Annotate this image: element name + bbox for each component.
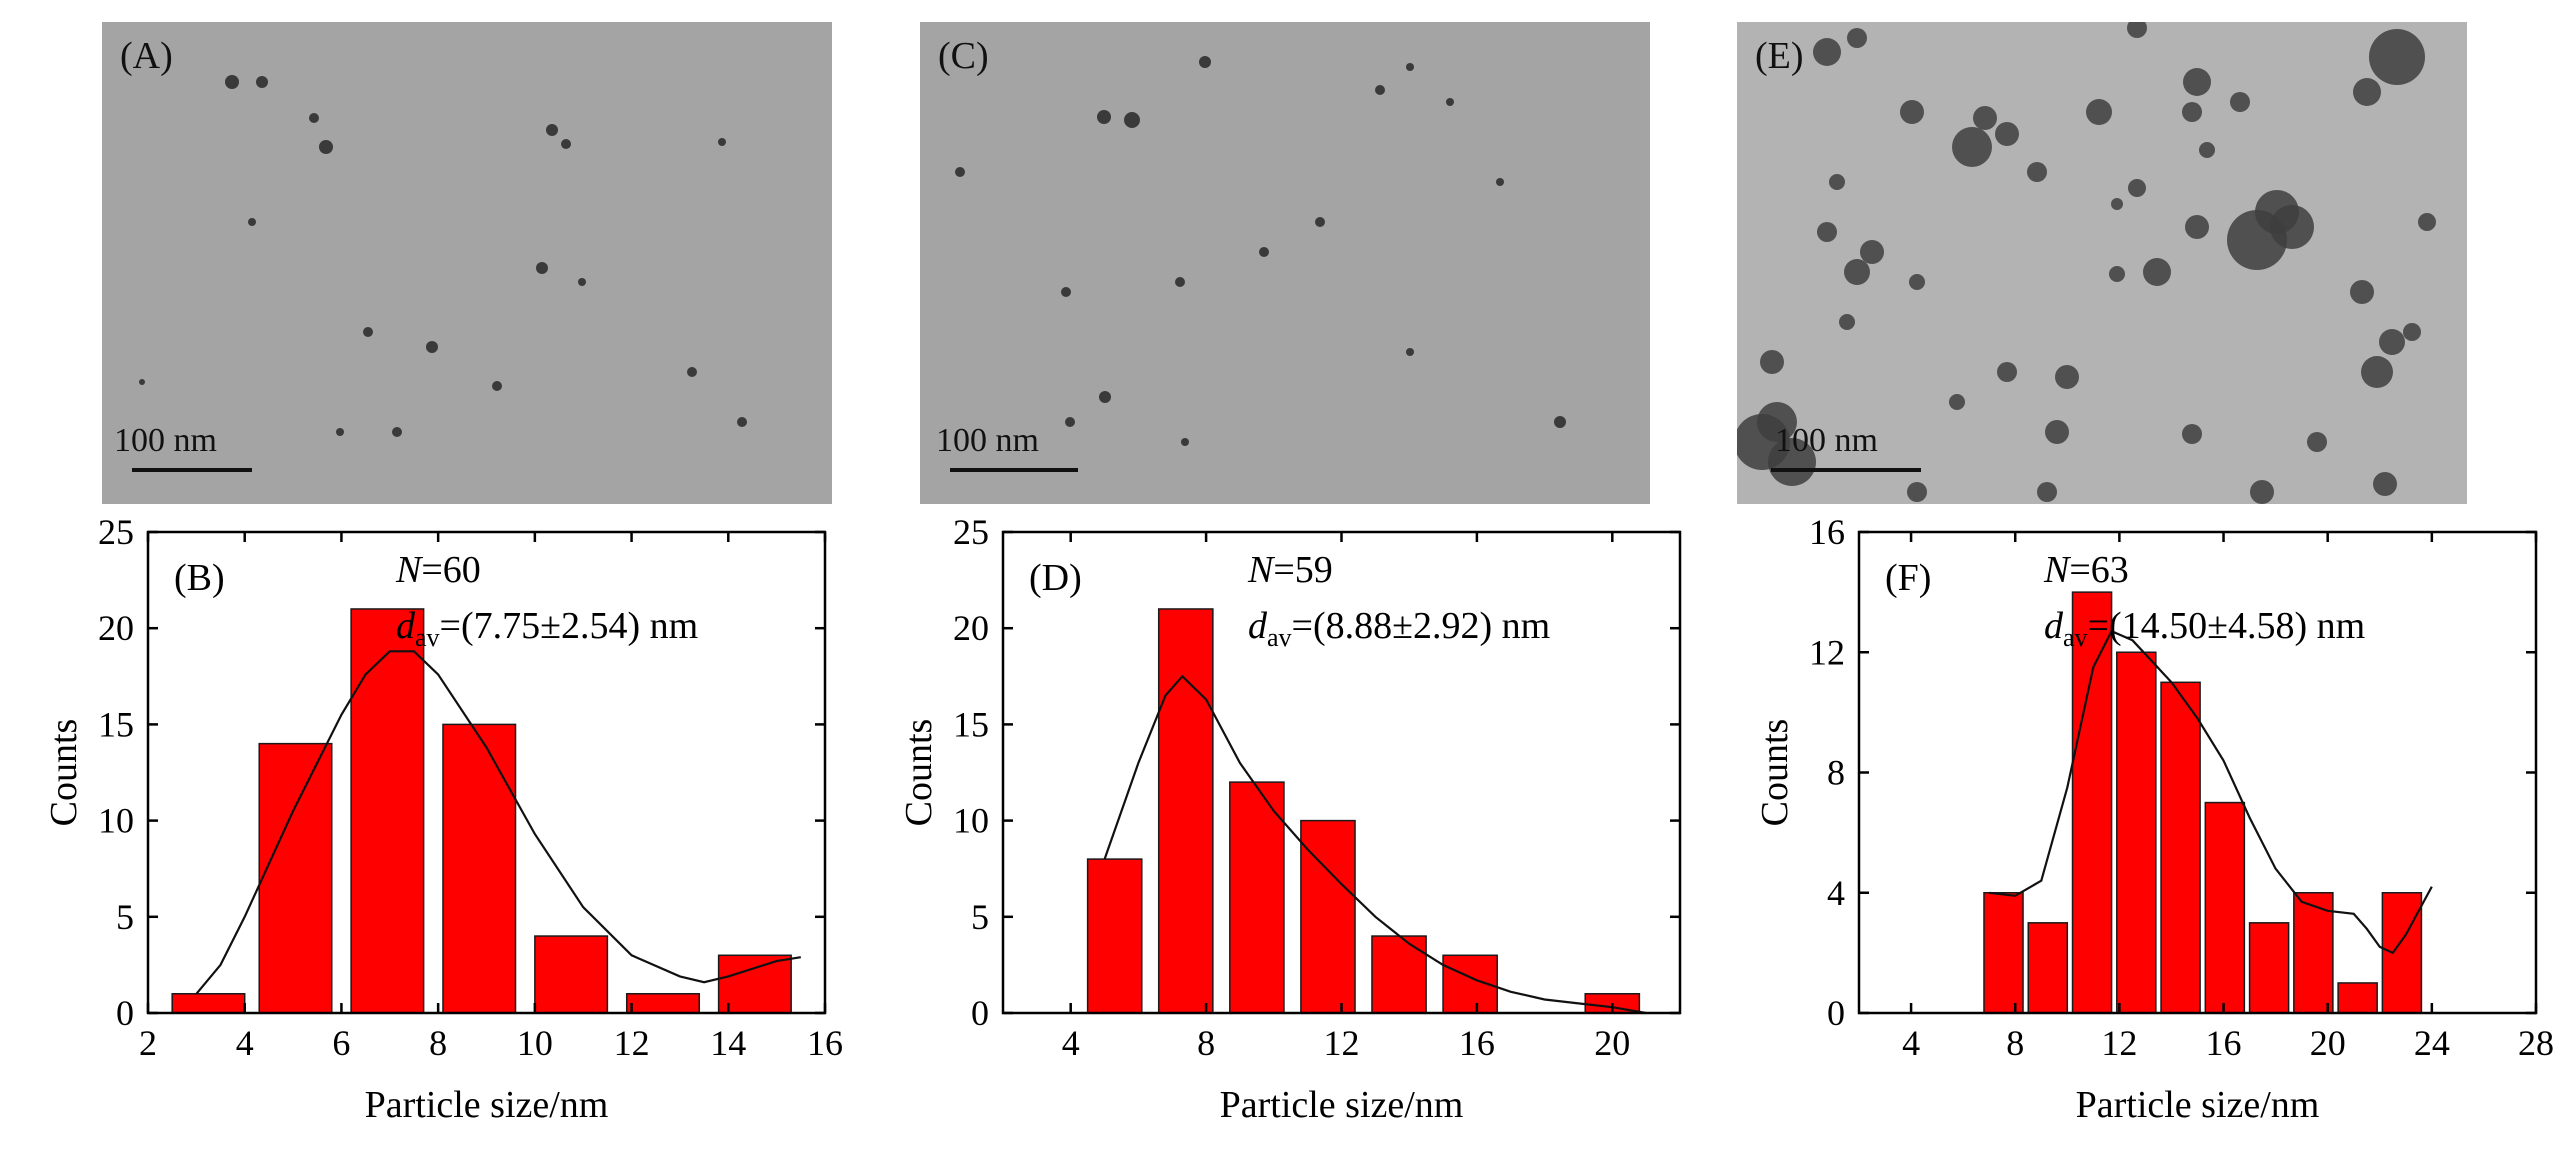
histogram-b: 0 5 10 15 20 25 2 4 6 8 10 12 14 16 Particle size/nm Co…	[43, 512, 843, 1126]
y-tick-label: 0	[116, 993, 134, 1033]
x-tick-label: 6	[332, 1023, 350, 1063]
y-axis-label: Counts	[898, 719, 940, 827]
y-tick-label: 15	[953, 704, 989, 744]
x-tick-label: 12	[1324, 1023, 1360, 1063]
y-tick-label: 8	[1827, 753, 1845, 793]
y-tick-label: 15	[98, 704, 134, 744]
y-tick-label: 10	[98, 801, 134, 841]
x-tick-label: 10	[517, 1023, 553, 1063]
histogram-bar	[442, 723, 517, 1014]
histogram-bar	[2027, 922, 2069, 1014]
histogram-bar	[258, 742, 333, 1014]
x-tick-label: 16	[807, 1023, 843, 1063]
scale-bar-label: 100 nm	[114, 422, 217, 459]
x-tick-label: 16	[1459, 1023, 1495, 1063]
x-axis-label: Particle size/nm	[365, 1084, 609, 1126]
histogram-bar	[171, 993, 246, 1014]
tem-particles	[139, 75, 747, 437]
histogram-bar	[1086, 858, 1143, 1014]
x-tick-label: 12	[614, 1023, 650, 1063]
n-annotation: N=63	[2043, 549, 2129, 591]
y-tick-label: 5	[116, 897, 134, 937]
panel-label: (D)	[1029, 557, 1082, 599]
tem-image-c: (C) 100 nm	[920, 22, 1650, 504]
histogram-bar	[2116, 651, 2157, 1014]
y-tick-label: 5	[971, 897, 989, 937]
fit-curve	[1989, 629, 2433, 955]
y-tick-label: 20	[953, 608, 989, 648]
fit-curve	[195, 650, 801, 995]
scale-bar	[950, 468, 1078, 472]
tem-particles	[955, 56, 1566, 446]
x-axis-label: Particle size/nm	[2076, 1084, 2320, 1126]
plot-frame	[146, 530, 827, 1015]
tem-label: (A)	[120, 35, 173, 77]
histogram-bar	[625, 993, 701, 1014]
x-tick-label: 8	[2006, 1023, 2024, 1063]
histogram-bar	[350, 608, 425, 1014]
dav-annotation: dav=(7.75±2.54) nm	[396, 605, 698, 652]
y-axis-label: Counts	[1754, 719, 1796, 827]
histogram-bar	[2381, 892, 2423, 1014]
histogram-f: 0 4 8 12 16 4 8 12 16 20 24 28 Particle size/nm Count…	[1754, 512, 2554, 1126]
y-axis-label: Counts	[43, 719, 85, 827]
x-tick-label: 24	[2414, 1023, 2450, 1063]
scale-bar	[132, 468, 252, 472]
y-tick-label: 4	[1827, 873, 1845, 913]
y-tick-label: 25	[953, 512, 989, 552]
histogram-bar	[2071, 591, 2113, 1014]
fit-curve	[1103, 674, 1647, 1015]
y-tick-label: 10	[953, 801, 989, 841]
n-annotation: N=60	[395, 549, 481, 591]
tem-label: (E)	[1755, 35, 1804, 77]
histogram-bar	[1229, 781, 1285, 1014]
histogram-bar	[1371, 935, 1427, 1014]
x-tick-label: 2	[139, 1023, 157, 1063]
tem-image-e: (E) 100 nm	[1737, 22, 2467, 504]
panel-label: (F)	[1885, 557, 1931, 599]
histogram-bar	[2160, 681, 2201, 1014]
y-tick-label: 12	[1809, 632, 1845, 672]
y-tick-label: 25	[98, 512, 134, 552]
dav-annotation: dav=(14.50±4.58) nm	[2044, 605, 2365, 652]
histogram-bar	[2248, 922, 2290, 1014]
histogram-bar	[2337, 982, 2378, 1014]
scale-bar-label: 100 nm	[936, 422, 1039, 459]
x-tick-label: 28	[2518, 1023, 2554, 1063]
x-tick-label: 20	[1594, 1023, 1630, 1063]
y-tick-label: 0	[1827, 993, 1845, 1033]
x-tick-label: 14	[710, 1023, 746, 1063]
y-tick-label: 0	[971, 993, 989, 1033]
histogram-bar	[534, 935, 609, 1014]
x-axis-label: Particle size/nm	[1220, 1084, 1464, 1126]
y-tick-label: 16	[1809, 512, 1845, 552]
scale-bar	[1771, 468, 1921, 472]
x-tick-label: 8	[1197, 1023, 1215, 1063]
n-annotation: N=59	[1247, 549, 1333, 591]
scale-bar-label: 100 nm	[1775, 422, 1878, 459]
histogram-d: 0 5 10 15 20 25 4 8 12 16 20 Particle size/nm Counts…	[898, 512, 1682, 1126]
y-tick-label: 20	[98, 608, 134, 648]
x-tick-label: 4	[236, 1023, 254, 1063]
histogram-bar	[1983, 892, 2024, 1014]
x-tick-label: 12	[2101, 1023, 2137, 1063]
x-tick-label: 8	[429, 1023, 447, 1063]
histogram-bar	[2204, 801, 2246, 1014]
x-tick-label: 4	[1062, 1023, 1080, 1063]
panel-label: (B)	[174, 557, 225, 599]
x-tick-label: 16	[2206, 1023, 2242, 1063]
dav-annotation: dav=(8.88±2.92) nm	[1248, 605, 1550, 652]
tem-particles	[1737, 22, 2436, 504]
x-tick-label: 4	[1902, 1023, 1920, 1063]
tem-label: (C)	[938, 35, 989, 77]
x-tick-label: 20	[2310, 1023, 2346, 1063]
tem-image-a: (A) 100 nm	[102, 22, 832, 504]
histogram-bar	[1157, 608, 1214, 1014]
